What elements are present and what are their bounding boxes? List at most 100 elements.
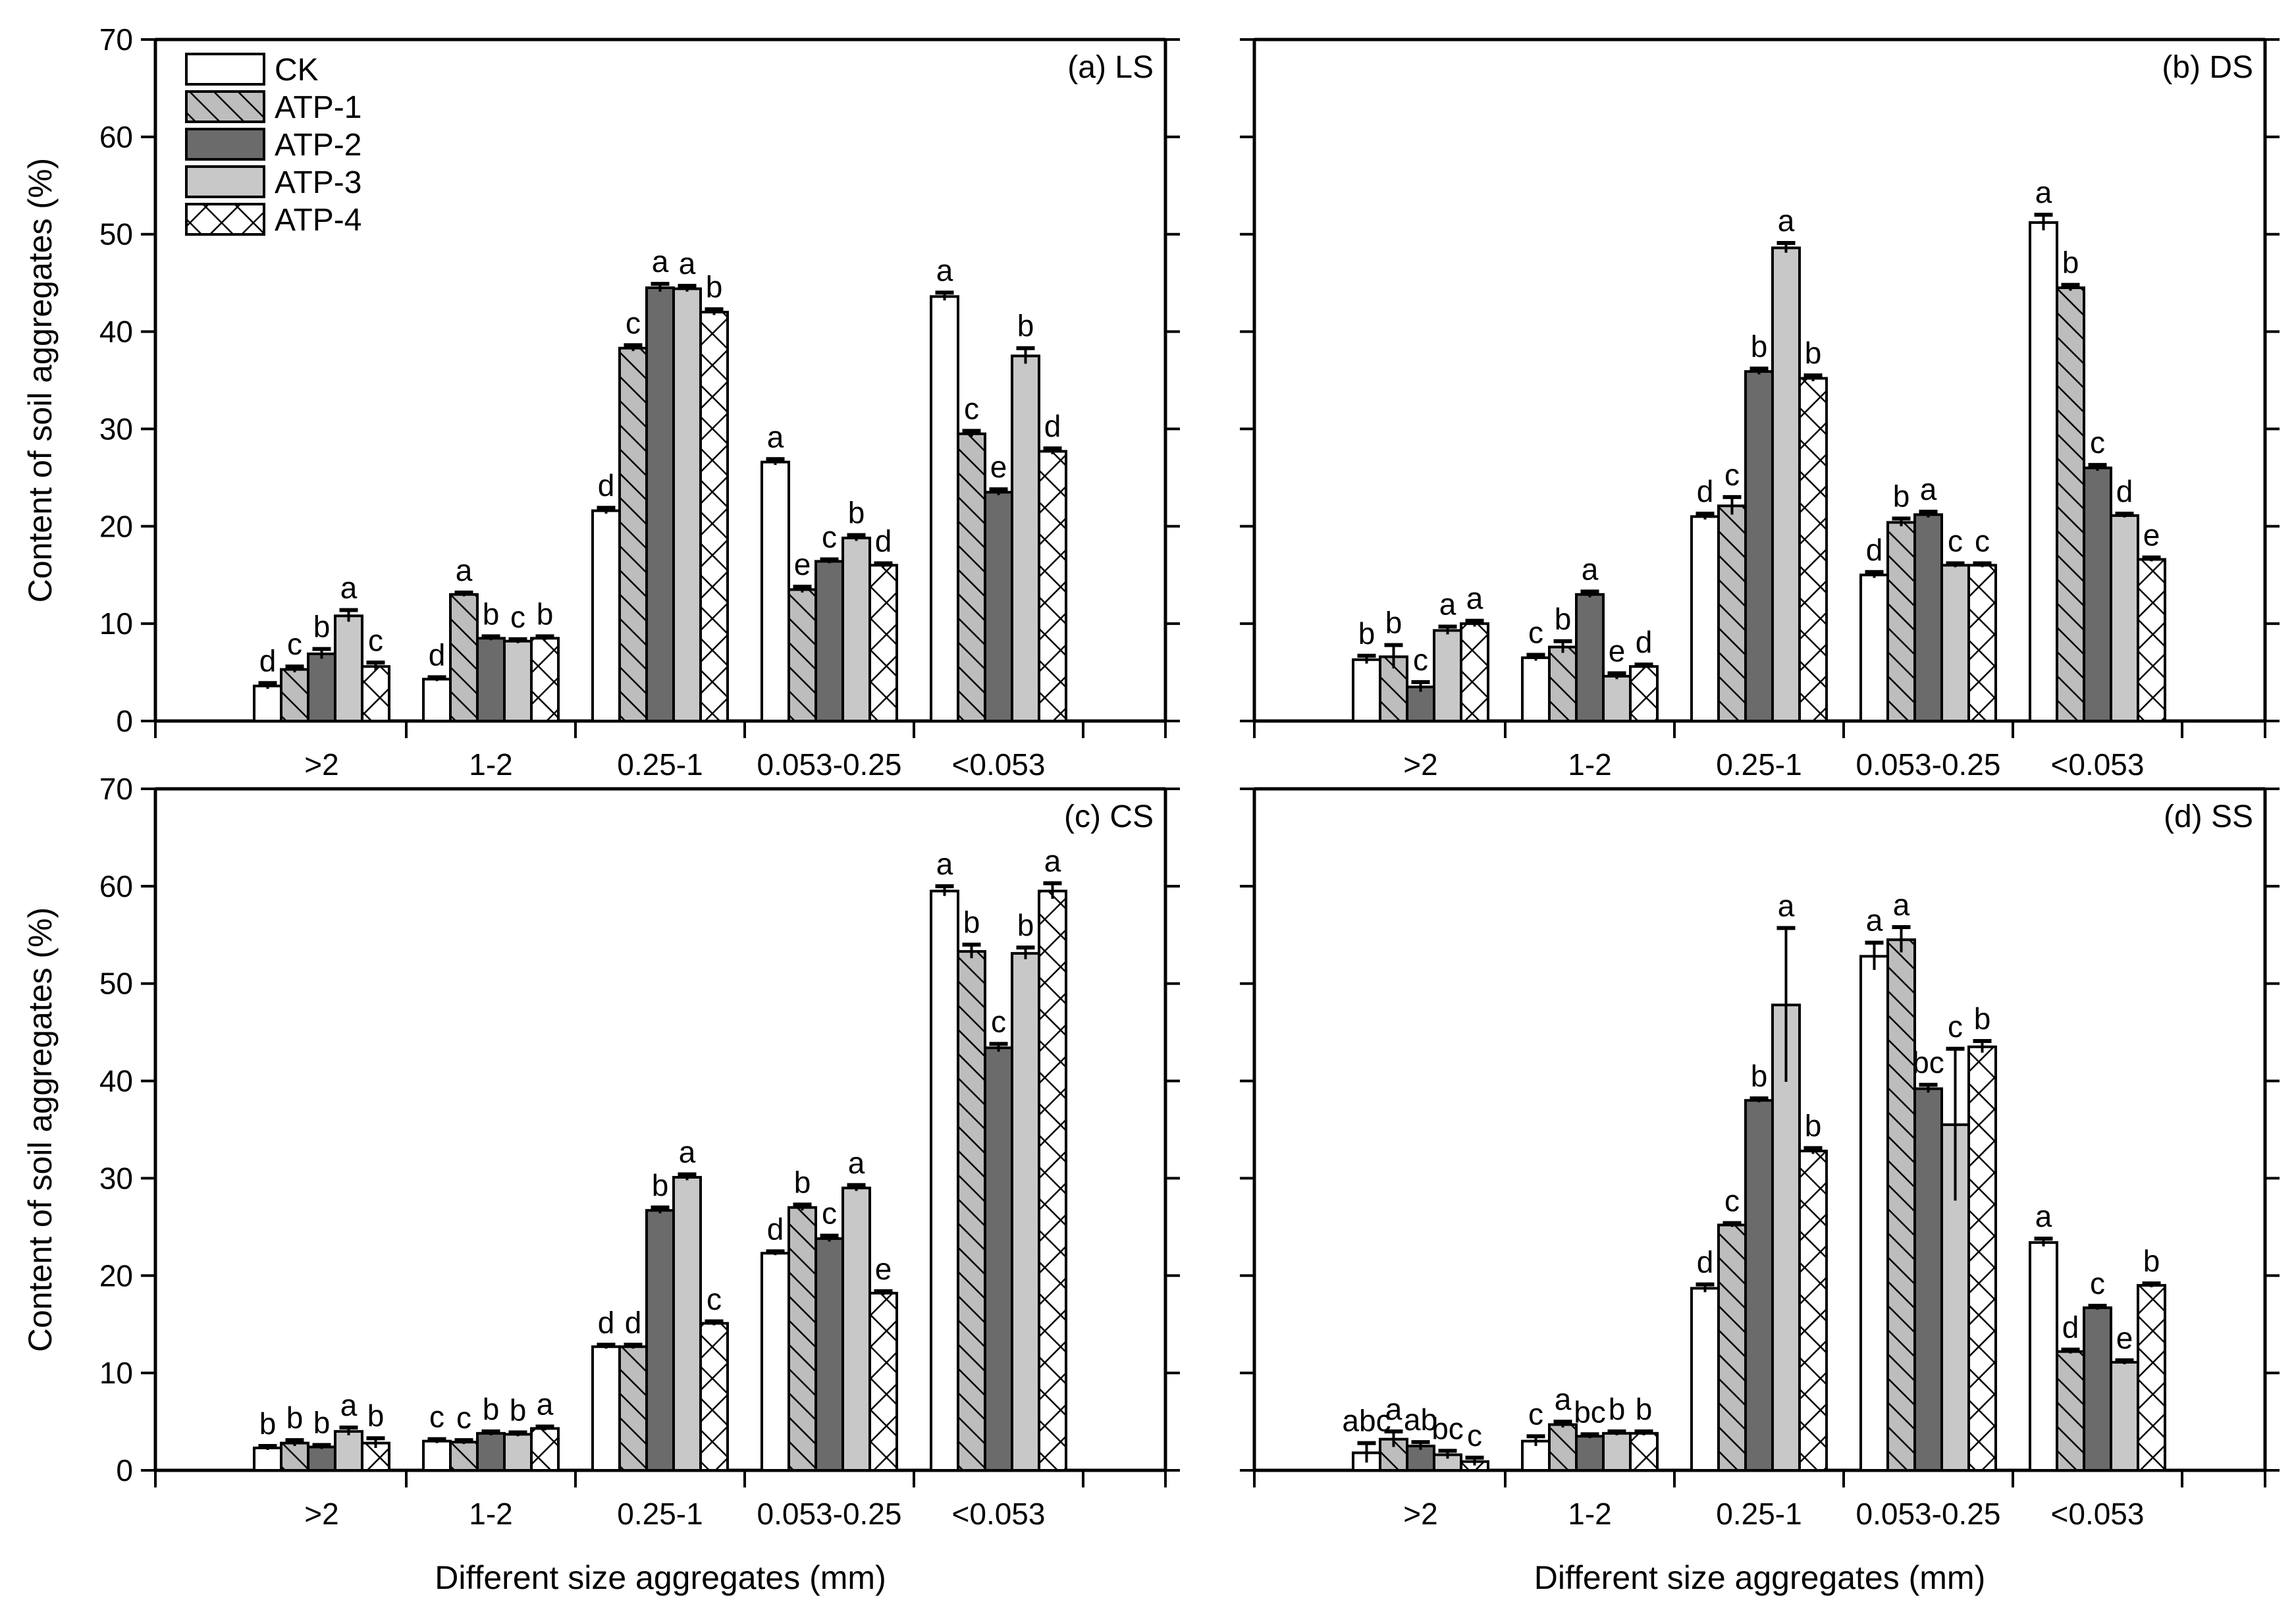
significance-letter: c — [707, 1282, 722, 1316]
bar-ck — [591, 1345, 621, 1472]
significance-letter: d — [1697, 1245, 1714, 1279]
bar-atp-1 — [618, 346, 648, 722]
significance-letter: a — [1778, 888, 1795, 922]
legend-label-atp-2: ATP-2 — [275, 128, 361, 163]
bar-atp-2 — [307, 652, 336, 723]
significance-letter: c — [429, 1400, 444, 1434]
x-tick-label: 0.25-1 — [617, 1497, 703, 1531]
significance-letter: c — [822, 520, 837, 554]
bar-atp-3 — [672, 1175, 702, 1472]
bar-ck — [761, 460, 790, 722]
legend-label-ck: CK — [275, 53, 319, 88]
bar-atp-1 — [1717, 504, 1747, 722]
significance-letter: b — [1358, 616, 1375, 651]
significance-letter: c — [1975, 523, 1990, 558]
significance-letter: b — [367, 1399, 385, 1433]
significance-letter: d — [1866, 533, 1883, 567]
significance-letter: c — [1948, 1009, 1963, 1044]
significance-letter: c — [1724, 458, 1740, 492]
x-tick-label: >2 — [304, 1497, 338, 1531]
legend-label-atp-1: ATP-1 — [275, 90, 361, 125]
y-tick-label: 60 — [99, 120, 133, 154]
y-tick-label: 40 — [99, 1064, 133, 1098]
significance-letter: b — [2143, 1244, 2160, 1278]
bar-atp-4 — [699, 1322, 729, 1472]
significance-letter: b — [1751, 1059, 1768, 1093]
x-tick-label: 0.25-1 — [617, 747, 703, 782]
x-tick-label: 0.25-1 — [1716, 1497, 1802, 1531]
bar-atp-1 — [1548, 645, 1578, 723]
legend-label-atp-4: ATP-4 — [275, 203, 361, 238]
significance-letter: abc — [1342, 1404, 1391, 1438]
significance-letter: c — [2090, 425, 2105, 460]
y-tick-label: 0 — [116, 1453, 133, 1487]
significance-letter: b — [963, 905, 980, 940]
significance-letter: bc — [1912, 1045, 1944, 1079]
significance-letter: e — [2143, 518, 2160, 552]
x-tick-label: 1-2 — [1568, 747, 1611, 782]
significance-letter: b — [1385, 606, 1402, 640]
panel-title: (d) SS — [2164, 799, 2253, 834]
bar-atp-4 — [868, 564, 898, 723]
significance-letter: b — [794, 1165, 811, 1199]
bar-atp-3 — [2110, 514, 2139, 722]
y-tick-label: 70 — [99, 22, 133, 57]
bar-atp-2 — [1575, 1435, 1605, 1472]
bar-atp-3 — [841, 1187, 871, 1472]
bar-atp-1 — [280, 668, 309, 723]
bar-atp-3 — [672, 287, 702, 722]
x-tick-label: <0.053 — [952, 747, 1046, 782]
significance-letter: a — [456, 553, 473, 587]
panel-1: 0 10 20 30 40 50 60 70 >2 1-2 0.25-1 0.053-0.25 <0.0… — [22, 22, 1180, 782]
y-tick-label: 10 — [99, 1356, 133, 1390]
significance-letter: a — [936, 253, 953, 287]
y-tick-label: 50 — [99, 217, 133, 252]
y-tick-label: 10 — [99, 606, 133, 641]
significance-letter: c — [626, 306, 641, 340]
significance-letter: b — [313, 1406, 331, 1440]
bar-atp-4 — [1460, 622, 1489, 723]
significance-letter: c — [991, 1004, 1006, 1038]
bar-atp-3 — [1433, 629, 1462, 722]
significance-letter: d — [598, 1305, 615, 1339]
significance-letter: e — [990, 450, 1007, 484]
significance-letter: b — [1017, 309, 1034, 343]
bar-atp-3 — [1940, 564, 1970, 723]
x-tick-label: >2 — [304, 747, 338, 782]
y-tick-label: 40 — [99, 315, 133, 349]
significance-letter: a — [848, 1146, 865, 1180]
bar-atp-2 — [645, 1209, 675, 1472]
significance-letter: b — [706, 270, 723, 304]
significance-letter: b — [848, 496, 865, 530]
x-tick-label: 0.053-0.25 — [1856, 747, 2001, 782]
significance-letter: d — [1044, 409, 1061, 443]
y-tick-label: 50 — [99, 967, 133, 1001]
bar-atp-1 — [449, 593, 479, 722]
significance-letter: c — [510, 600, 525, 634]
bar-atp-4 — [1967, 1045, 1997, 1472]
significance-letter: a — [1439, 587, 1456, 622]
bar-atp-4 — [2137, 1284, 2166, 1472]
bar-atp-1 — [2056, 286, 2085, 722]
significance-letter: d — [875, 523, 892, 558]
bar-atp-2 — [1406, 1445, 1435, 1472]
significance-letter: c — [1528, 1397, 1543, 1431]
significance-letter: b — [1893, 479, 1910, 513]
bar-atp-2 — [476, 1431, 506, 1472]
y-tick-label: 70 — [99, 772, 133, 806]
x-tick-label: >2 — [1403, 1497, 1437, 1531]
bar-atp-4 — [868, 1291, 898, 1472]
bar-atp-1 — [957, 432, 986, 722]
bar-atp-2 — [2083, 1306, 2112, 1472]
x-tick-label: 1-2 — [1568, 1497, 1611, 1531]
panel-title: (c) CS — [1064, 799, 1154, 834]
bar-atp-2 — [2083, 466, 2112, 722]
bar-atp-4 — [1629, 665, 1659, 723]
y-tick-label: 20 — [99, 509, 133, 543]
significance-letter: a — [2035, 1199, 2052, 1233]
significance-letter: d — [598, 468, 615, 502]
legend-swatch-ck — [185, 53, 265, 86]
bar-atp-1 — [1548, 1423, 1578, 1472]
significance-letter: c — [1528, 615, 1543, 649]
significance-letter: a — [1866, 903, 1883, 938]
